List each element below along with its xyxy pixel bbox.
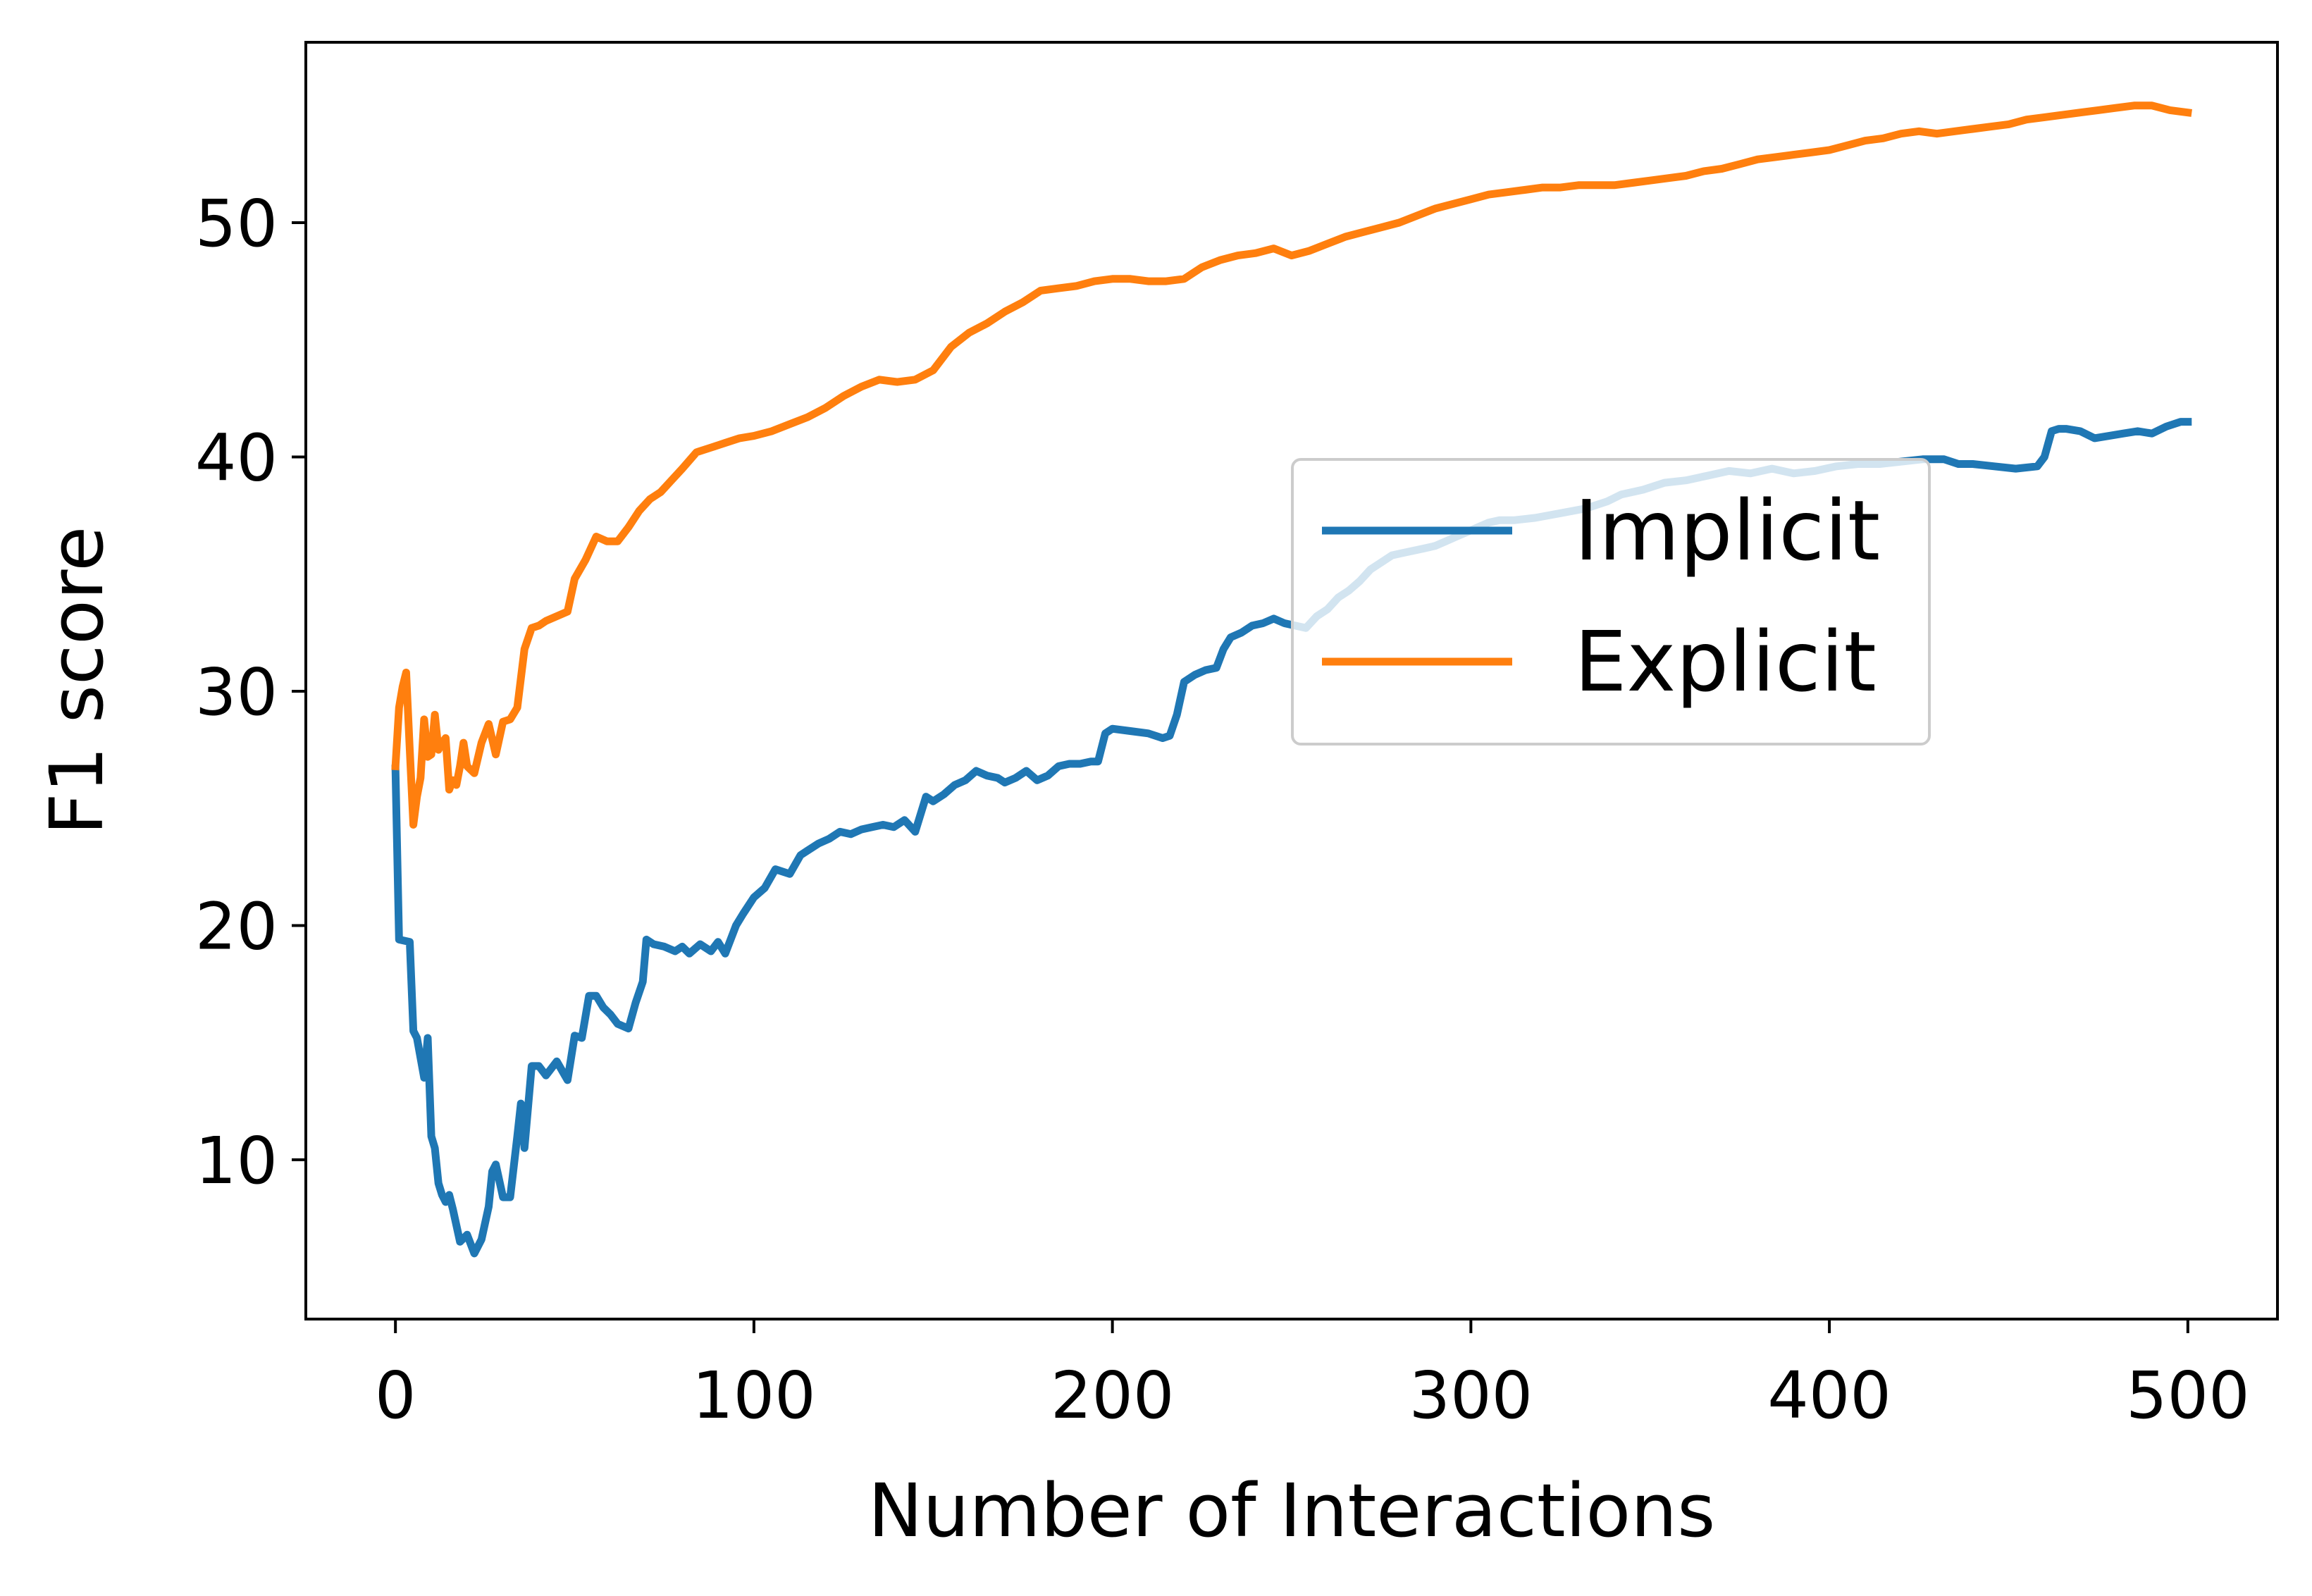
x-axis-ticks: 0 100 200 300 400 500 [375, 1319, 2250, 1433]
legend-label-implicit: Implicit [1574, 482, 1880, 579]
y-axis-label: F1 score [34, 526, 120, 836]
legend-label-explicit: Explicit [1574, 613, 1877, 710]
x-tick-label-0: 0 [375, 1358, 416, 1433]
y-axis-ticks: 10 20 30 40 50 [195, 186, 306, 1199]
x-axis-label: Number of Interactions [868, 1468, 1716, 1554]
y-tick-label-40: 40 [195, 420, 278, 495]
x-tick-label-300: 300 [1409, 1358, 1533, 1433]
x-tick-label-400: 400 [1767, 1358, 1891, 1433]
series-line-explicit [391, 101, 2192, 829]
x-tick-label-200: 200 [1051, 1358, 1175, 1433]
x-tick-label-100: 100 [692, 1358, 816, 1433]
legend: Implicit Explicit [1291, 458, 1931, 746]
y-tick-label-10: 10 [195, 1123, 278, 1199]
y-tick-label-20: 20 [195, 889, 278, 964]
y-tick-label-30: 30 [195, 655, 278, 730]
plot-frame [304, 41, 2279, 1320]
y-tick-label-50: 50 [195, 186, 278, 261]
x-tick-label-500: 500 [2126, 1358, 2250, 1433]
